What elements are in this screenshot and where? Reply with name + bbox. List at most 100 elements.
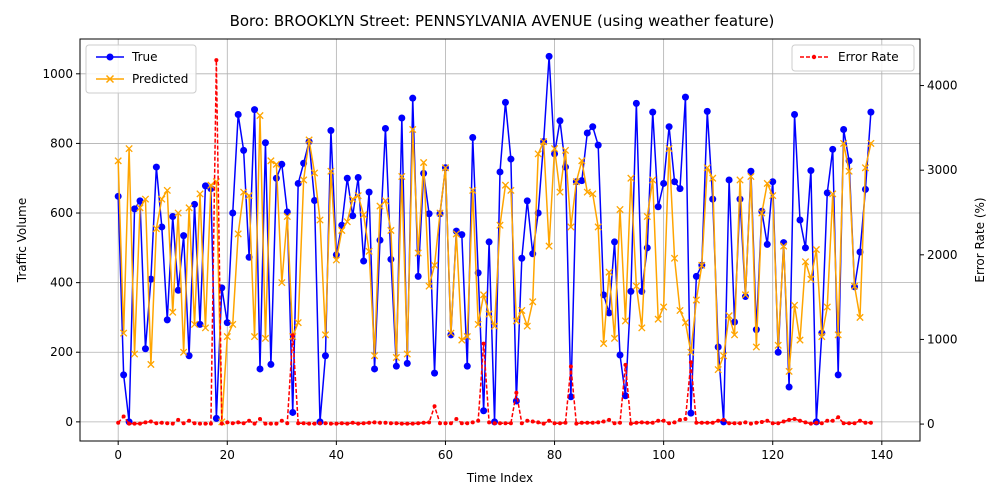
- data-point-predicted: [752, 343, 761, 351]
- data-point-predicted: [354, 191, 362, 200]
- data-point-true: [431, 369, 439, 377]
- data-point-predicted: [267, 157, 275, 165]
- data-point-error-rate: [219, 421, 224, 426]
- data-point-error-rate: [487, 420, 492, 425]
- data-point-error-rate: [367, 420, 372, 425]
- data-point-error-rate: [247, 418, 252, 423]
- data-point-error-rate: [568, 364, 573, 369]
- data-point-error-rate: [350, 420, 355, 425]
- data-point-predicted: [463, 332, 471, 341]
- data-point-error-rate: [574, 421, 579, 426]
- data-point-error-rate: [448, 421, 453, 426]
- left-y-tick-label: 400: [50, 276, 73, 290]
- data-point-predicted: [458, 336, 466, 344]
- data-point-predicted: [730, 331, 739, 339]
- data-point-error-rate: [743, 420, 748, 425]
- data-point-predicted: [556, 188, 564, 196]
- data-point-error-rate: [803, 420, 808, 425]
- data-point-error-rate: [579, 420, 584, 425]
- data-point-predicted: [338, 226, 346, 235]
- data-point-predicted: [703, 164, 711, 172]
- data-point-error-rate: [143, 420, 148, 425]
- data-point-true: [229, 209, 237, 217]
- legend-true-marker: [106, 53, 114, 61]
- data-point-error-rate: [525, 418, 530, 423]
- data-point-error-rate: [279, 418, 284, 423]
- data-point-error-rate: [836, 415, 841, 420]
- data-point-predicted: [490, 322, 499, 330]
- right-y-tick-label: 0: [927, 417, 935, 431]
- data-point-true: [327, 127, 335, 135]
- data-point-predicted: [867, 139, 875, 148]
- data-point-error-rate: [208, 421, 213, 426]
- data-point-true: [458, 231, 466, 239]
- data-point-predicted: [818, 332, 826, 341]
- data-point-true: [403, 359, 411, 367]
- data-point-true: [365, 188, 373, 196]
- data-point-predicted: [441, 164, 450, 172]
- data-point-predicted: [327, 167, 335, 175]
- data-point-error-rate: [465, 421, 470, 426]
- data-point-error-rate: [776, 421, 781, 426]
- data-point-error-rate: [165, 421, 170, 426]
- data-point-error-rate: [585, 420, 590, 425]
- data-point-true: [414, 272, 422, 280]
- x-tick-label: 20: [220, 448, 235, 462]
- data-point-predicted: [621, 317, 630, 325]
- data-point-error-rate: [727, 421, 732, 426]
- data-point-error-rate: [192, 421, 197, 426]
- data-point-error-rate: [399, 421, 404, 426]
- data-point-predicted: [234, 230, 242, 238]
- data-point-error-rate: [438, 421, 442, 426]
- data-point-error-rate: [405, 421, 410, 426]
- data-point-true: [687, 409, 695, 417]
- data-point-true: [567, 393, 575, 401]
- data-point-true: [371, 365, 379, 373]
- data-point-true: [136, 197, 144, 205]
- data-point-error-rate: [394, 421, 399, 426]
- data-point-predicted: [807, 275, 815, 283]
- data-point-error-rate: [819, 421, 824, 426]
- data-point-true: [654, 203, 662, 211]
- data-point-predicted: [856, 313, 864, 322]
- data-point-error-rate: [356, 421, 361, 426]
- right-y-tick-label: 2000: [927, 248, 958, 262]
- data-point-error-rate: [852, 421, 857, 426]
- data-point-error-rate: [159, 420, 164, 425]
- data-point-true: [496, 168, 504, 176]
- data-point-predicted: [785, 367, 793, 376]
- data-point-predicted: [779, 242, 788, 250]
- data-point-predicted: [578, 157, 586, 165]
- data-point-error-rate: [596, 420, 601, 425]
- data-point-predicted: [430, 261, 439, 269]
- data-point-predicted: [790, 301, 799, 309]
- data-point-error-rate: [345, 421, 350, 426]
- data-point-error-rate: [252, 421, 257, 426]
- data-point-true: [829, 145, 837, 153]
- data-point-error-rate: [203, 421, 208, 426]
- data-point-true: [354, 174, 362, 182]
- data-point-true: [169, 213, 177, 221]
- data-point-true: [507, 155, 515, 163]
- data-point-predicted: [829, 190, 837, 198]
- data-point-predicted: [687, 348, 695, 356]
- data-point-predicted: [774, 341, 782, 349]
- series-error-rate: [116, 58, 873, 426]
- data-point-predicted: [545, 242, 553, 250]
- data-point-error-rate: [416, 421, 421, 426]
- x-axis-title: Time Index: [466, 471, 533, 485]
- data-point-predicted: [147, 360, 155, 369]
- data-point-error-rate: [814, 420, 819, 425]
- data-point-error-rate: [558, 421, 562, 426]
- data-point-error-rate: [781, 419, 786, 424]
- x-tick-label: 100: [652, 448, 675, 462]
- data-point-predicted: [512, 317, 521, 325]
- data-point-error-rate: [383, 420, 388, 425]
- data-point-error-rate: [498, 421, 502, 426]
- data-point-error-rate: [514, 390, 519, 395]
- data-point-predicted: [692, 296, 701, 304]
- data-point-predicted: [376, 202, 384, 210]
- series-predicted: [114, 111, 875, 426]
- data-point-error-rate: [470, 420, 475, 425]
- data-point-true: [294, 179, 302, 187]
